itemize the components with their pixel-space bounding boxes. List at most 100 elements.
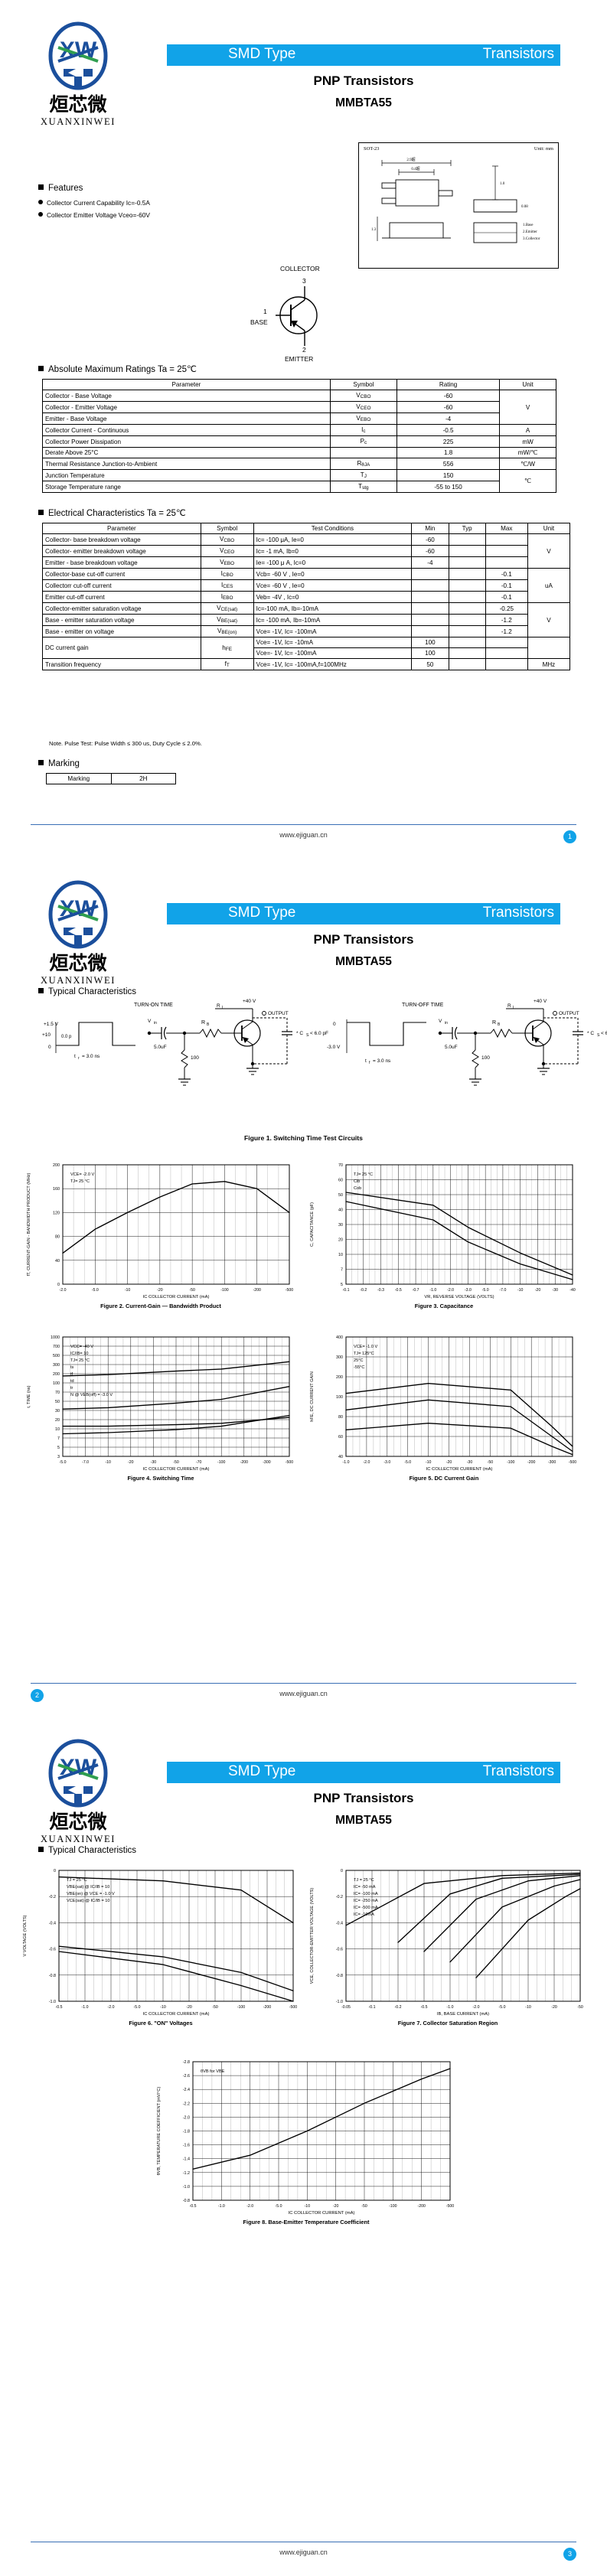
svg-text:-0.4: -0.4: [49, 1921, 56, 1925]
test-conditions-cell: Vce= -60 V , Ie=0: [253, 579, 413, 592]
rating-cell: -4: [396, 412, 501, 425]
max-cell: [485, 658, 528, 670]
symbol-cell: fT: [200, 658, 254, 670]
svg-text:-20: -20: [551, 2005, 557, 2010]
table-row: Collector Current - Continuous Ic -0.5 A: [42, 424, 556, 436]
logo-pinyin: XUANXINWEI: [41, 975, 116, 986]
svg-text:f: f: [369, 1061, 370, 1065]
min-cell: -60: [411, 533, 449, 546]
typ-cell: [448, 533, 486, 546]
series-line: [345, 1201, 573, 1280]
parameter-cell: DC current gain: [42, 637, 201, 659]
x-axis-label: IC COLLECTOR CURRENT (mA): [143, 1295, 210, 1299]
turn-on-title: TURN-ON TIME: [134, 1003, 173, 1008]
symbol-cell: [329, 447, 397, 458]
symbol-pin3: 3: [302, 277, 306, 285]
svg-text:100: 100: [191, 1055, 199, 1061]
svg-text:5: 5: [341, 1283, 343, 1287]
elec-heading: Electrical Characteristics Ta = 25℃: [38, 507, 186, 518]
svg-text:-1.0: -1.0: [49, 2000, 56, 2004]
series-line: [62, 1414, 290, 1435]
svg-text:-20: -20: [157, 1288, 163, 1293]
symbol-cell: VCEO: [329, 401, 397, 413]
symbol-base-label: BASE: [250, 318, 268, 326]
svg-text:5: 5: [57, 1446, 60, 1450]
svg-text:-500: -500: [446, 2204, 454, 2209]
test-conditions-cell: Ic= -100 μA, Ie=0: [253, 533, 413, 546]
svg-text:V: V: [148, 1019, 152, 1024]
chart-canvas: -0.5 -1.0 -2.0 -5.0 -10 -20 -50 -100 -200 -500 -2.…: [157, 2060, 454, 2225]
round-bullet-icon: [38, 212, 43, 217]
features-heading: Features: [38, 184, 150, 193]
series-line: [345, 1192, 573, 1276]
svg-text:-200: -200: [253, 1288, 261, 1293]
symbol-cell: VCBO: [329, 390, 397, 402]
chart-annotation: IC= -100 mA: [354, 1892, 378, 1896]
series-line: [62, 1361, 290, 1377]
svg-text:70: 70: [55, 1391, 60, 1395]
chart-annotation: VBE(sat) @ IC/IB = 10: [67, 1885, 109, 1890]
logo-pinyin: XUANXINWEI: [41, 116, 116, 127]
series-line: [423, 1875, 581, 1952]
unit-cell: mW: [499, 435, 556, 448]
logo-mark-icon: XW: [45, 21, 111, 93]
chart-canvas: -0.05 -0.1 -0.2 -0.5 -1.0 -2.0 -5.0 -10 -20 -50 0 -…: [310, 1869, 583, 2027]
svg-text:-0.1: -0.1: [369, 2005, 376, 2010]
svg-text:-30: -30: [552, 1288, 558, 1293]
svg-text:-1.2: -1.2: [183, 2171, 190, 2176]
svg-text:100: 100: [481, 1055, 490, 1061]
svg-text:t: t: [74, 1054, 76, 1059]
parameter-cell: Collector- base breakdown voltage: [42, 533, 201, 546]
svg-text:-20: -20: [535, 1288, 541, 1293]
svg-text:-50: -50: [361, 2204, 367, 2209]
col-header: Unit: [499, 379, 556, 390]
svg-text:-500: -500: [289, 2005, 297, 2010]
rating-cell: 150: [396, 469, 501, 481]
chart-annotation: td: [70, 1379, 74, 1384]
transistor-symbol: COLLECTOR 3 BASE 1 2 EMITTER: [230, 265, 367, 364]
series-line: [62, 1386, 290, 1410]
svg-text:OUTPUT: OUTPUT: [559, 1011, 579, 1016]
svg-text:-0.8: -0.8: [49, 1974, 56, 1978]
chart-canvas: -0.5 -1.0 -2.0 -5.0 -10 -20 -50 -100 -200 -5000-0…: [23, 1869, 297, 2027]
series-line: [475, 1888, 581, 1978]
col-header: Min: [411, 523, 449, 534]
x-axis-label: IC COLLECTOR CURRENT (mA): [289, 2211, 355, 2216]
svg-text:-1.0: -1.0: [429, 1288, 436, 1293]
svg-text:B: B: [207, 1022, 210, 1027]
svg-text:-0.4: -0.4: [336, 1921, 343, 1925]
chart-annotation: IC= -10mA: [354, 1912, 374, 1917]
company-logo: XW 烜芯微 XUANXINWEI: [32, 1739, 124, 1845]
svg-text:120: 120: [53, 1211, 60, 1215]
series-line: [345, 1383, 573, 1447]
svg-text:OUTPUT: OUTPUT: [268, 1011, 289, 1016]
svg-text:400: 400: [336, 1335, 343, 1340]
unit-cell: A: [499, 424, 556, 436]
table-row: Base - emitter on voltage VBE(on) Vce= -1V…: [42, 625, 570, 637]
feature-item: Collector Emitter Voltage Vceo=-60V: [38, 211, 150, 219]
test-conditions-cell: Ic= -1 mA, Ib=0: [253, 545, 413, 557]
series-line: [62, 1417, 290, 1427]
svg-text:-10: -10: [525, 2005, 531, 2010]
svg-text:-30: -30: [151, 1460, 157, 1465]
square-bullet-icon: [38, 510, 44, 515]
turn-off-title: TURN-OFF TIME: [402, 1003, 444, 1008]
svg-text:-7.0: -7.0: [82, 1460, 89, 1465]
svg-text:60: 60: [338, 1435, 343, 1440]
col-header: Max: [485, 523, 528, 534]
svg-text:in: in: [445, 1021, 448, 1026]
parameter-cell: Collector-base cut-off current: [42, 568, 201, 580]
max-cell: -0.1: [485, 568, 528, 580]
svg-text:-5.0: -5.0: [404, 1460, 411, 1465]
max-cell: -0.25: [485, 602, 528, 615]
svg-text:-50: -50: [212, 2005, 218, 2010]
typ-cell: [448, 545, 486, 557]
svg-text:7: 7: [341, 1268, 343, 1273]
svg-text:-0.2: -0.2: [360, 1288, 367, 1293]
svg-text:60: 60: [338, 1179, 343, 1183]
svg-text:-1.0: -1.0: [218, 2204, 225, 2209]
marking-label: Marking: [46, 773, 112, 784]
parameter-cell: Collector - Base Voltage: [42, 390, 331, 402]
svg-text:-2.0: -2.0: [363, 1460, 370, 1465]
series-line: [58, 1951, 294, 2002]
